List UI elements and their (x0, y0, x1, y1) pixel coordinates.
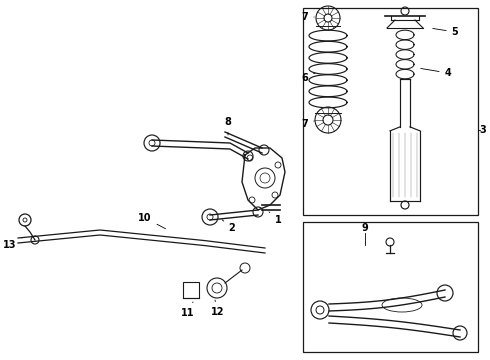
Text: 5: 5 (433, 27, 458, 37)
Text: 9: 9 (362, 223, 368, 233)
Bar (183, 282, 199, 298)
Text: 13: 13 (3, 238, 22, 250)
Bar (303, 222, 478, 352)
Text: 7: 7 (302, 119, 315, 129)
Bar (303, 8, 478, 215)
Text: 3: 3 (479, 125, 486, 135)
Text: 6: 6 (302, 73, 315, 83)
Text: 7: 7 (302, 12, 314, 22)
Text: 2: 2 (222, 220, 235, 233)
Text: 10: 10 (138, 213, 166, 229)
Text: 1: 1 (269, 212, 281, 225)
Text: 4: 4 (421, 68, 451, 78)
Text: 11: 11 (181, 302, 195, 318)
Text: 12: 12 (211, 300, 225, 317)
Text: 8: 8 (224, 117, 231, 135)
